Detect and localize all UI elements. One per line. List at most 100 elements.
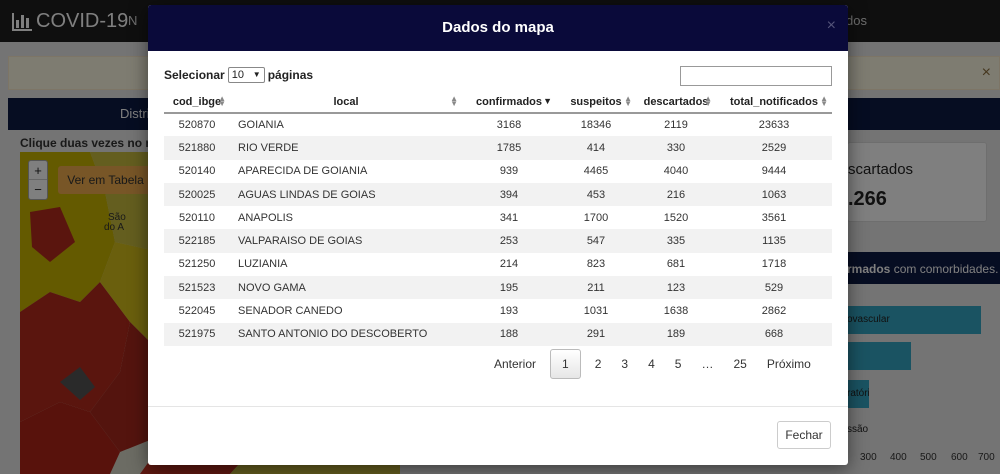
cell-total-notificados: 9444 — [761, 165, 787, 178]
cell-local: LUZIANIA — [238, 258, 288, 271]
cell-cod-ibge: 520140 — [178, 165, 216, 178]
table-row[interactable]: 521250 LUZIANIA 214 823 681 1718 — [164, 252, 832, 277]
fechar-button[interactable]: Fechar — [777, 421, 831, 449]
pagination-page[interactable]: 5 — [674, 357, 682, 371]
sort-icon: ▲ ▼ — [450, 94, 458, 108]
modal-title: Dados do mapa — [442, 19, 554, 36]
cell-suspeitos: 4465 — [583, 165, 609, 178]
pagination-page[interactable]: 25 — [733, 357, 747, 371]
table-row[interactable]: 520110 ANAPOLIS 341 1700 1520 3561 — [164, 206, 832, 230]
cell-total-notificados: 1063 — [761, 188, 787, 201]
cell-total-notificados: 2529 — [761, 141, 787, 154]
cell-local: APARECIDA DE GOIANIA — [238, 165, 368, 178]
column-header-cod-ibge[interactable]: cod_ibge ▲ ▼ — [164, 91, 230, 114]
page-length-value: 10 — [231, 69, 244, 81]
pagination-page[interactable]: 4 — [648, 357, 655, 371]
pagination-previous[interactable]: Anterior — [494, 357, 537, 371]
cell-descartados: 330 — [666, 141, 686, 154]
cell-confirmados: 1785 — [496, 141, 522, 154]
sort-desc-icon: ▼ — [543, 96, 552, 106]
table-row[interactable]: 520025 AGUAS LINDAS DE GOIAS 394 453 216 1063 — [164, 182, 832, 207]
cell-descartados: 335 — [666, 235, 686, 248]
cell-cod-ibge: 521880 — [178, 141, 216, 154]
cell-total-notificados: 23633 — [758, 119, 790, 132]
pagination-next[interactable]: Próximo — [766, 357, 811, 371]
cell-suspeitos: 547 — [586, 235, 606, 248]
table-row[interactable]: 521975 SANTO ANTONIO DO DESCOBERTO 188 291 1… — [164, 322, 832, 346]
table-row[interactable]: 522185 VALPARAISO DE GOIAS 253 547 335 1135 — [164, 229, 832, 253]
table-row[interactable]: 522045 SENADOR CANEDO 193 1031 1638 2862 — [164, 299, 832, 323]
cell-confirmados: 195 — [499, 281, 519, 294]
cell-suspeitos: 291 — [586, 328, 606, 341]
cell-total-notificados: 1718 — [761, 258, 787, 271]
cell-local: GOIANIA — [238, 119, 284, 132]
pagination-page[interactable]: 2 — [594, 357, 602, 371]
sort-icon: ▲ ▼ — [624, 94, 632, 108]
cell-confirmados: 214 — [499, 258, 519, 271]
cell-cod-ibge: 520110 — [179, 211, 215, 224]
map-data-modal: Dados do mapa × Selecionar 10 ▼ páginas … — [148, 5, 848, 465]
cell-suspeitos: 1031 — [583, 305, 609, 318]
page-length-select[interactable]: 10 ▼ — [227, 67, 265, 83]
cell-total-notificados: 3561 — [761, 211, 787, 224]
table-row[interactable]: 520140 APARECIDA DE GOIANIA 939 4465 4040 944… — [164, 159, 832, 183]
cell-descartados: 189 — [666, 328, 686, 341]
cell-descartados: 2119 — [664, 119, 688, 132]
chevron-down-icon: ▼ — [252, 70, 261, 79]
cell-local: SANTO ANTONIO DO DESCOBERTO — [238, 328, 428, 341]
cell-suspeitos: 453 — [586, 188, 606, 201]
cell-cod-ibge: 521975 — [178, 328, 216, 341]
close-icon[interactable]: × — [826, 17, 836, 34]
length-suffix-label: páginas — [267, 68, 314, 82]
cell-confirmados: 341 — [499, 211, 519, 224]
cell-suspeitos: 211 — [587, 281, 605, 294]
cell-confirmados: 193 — [499, 305, 519, 318]
cell-total-notificados: 529 — [764, 281, 784, 294]
cell-cod-ibge: 522045 — [178, 305, 216, 318]
sort-icon: ▲ ▼ — [820, 94, 828, 108]
cell-cod-ibge: 521250 — [178, 258, 216, 271]
cell-cod-ibge: 520025 — [178, 188, 216, 201]
cell-descartados: 1520 — [663, 211, 689, 224]
cell-local: NOVO GAMA — [238, 281, 306, 294]
cell-descartados: 123 — [666, 281, 686, 294]
table-row[interactable]: 521523 NOVO GAMA 195 211 123 529 — [164, 276, 832, 300]
page-length-control: Selecionar 10 ▼ páginas — [164, 67, 313, 83]
pagination-page-current[interactable]: 1 — [550, 349, 581, 379]
table-row[interactable]: 520870 GOIANIA 3168 18346 2119 23633 — [164, 113, 832, 137]
cell-confirmados: 188 — [499, 328, 519, 341]
cell-confirmados: 939 — [499, 165, 519, 178]
modal-footer-divider — [148, 406, 848, 407]
cell-total-notificados: 1135 — [762, 235, 786, 248]
cell-confirmados: 394 — [499, 188, 519, 201]
cell-total-notificados: 2862 — [761, 305, 787, 318]
cell-total-notificados: 668 — [764, 328, 784, 341]
cell-local: AGUAS LINDAS DE GOIAS — [238, 188, 376, 201]
pagination-ellipsis: … — [701, 357, 714, 371]
cell-confirmados: 3168 — [496, 119, 522, 132]
cell-local: VALPARAISO DE GOIAS — [238, 235, 363, 248]
column-header-local[interactable]: local ▲ ▼ — [230, 91, 462, 114]
cell-descartados: 681 — [666, 258, 686, 271]
cell-descartados: 4040 — [663, 165, 689, 178]
pagination-page[interactable]: 3 — [621, 357, 629, 371]
column-header-total-notificados[interactable]: total_notificados ▲ ▼ — [716, 91, 832, 114]
cell-cod-ibge: 520870 — [178, 119, 216, 132]
column-header-descartados[interactable]: descartados ▲ ▼ — [636, 91, 716, 114]
cell-suspeitos: 1700 — [583, 211, 609, 224]
cell-suspeitos: 823 — [586, 258, 606, 271]
column-header-confirmados[interactable]: confirmados ▼ — [462, 91, 556, 114]
table-row[interactable]: 521880 RIO VERDE 1785 414 330 2529 — [164, 136, 832, 160]
length-prefix-label: Selecionar — [164, 68, 225, 82]
cell-local: ANAPOLIS — [238, 211, 294, 224]
column-header-suspeitos[interactable]: suspeitos ▲ ▼ — [556, 91, 636, 114]
cell-cod-ibge: 521523 — [178, 281, 216, 294]
data-table: cod_ibge ▲ ▼ local ▲ ▼ confirmados ▼ suspeito… — [164, 91, 832, 346]
search-input[interactable] — [680, 66, 832, 86]
sort-icon: ▲ ▼ — [704, 94, 712, 108]
table-header-row: cod_ibge ▲ ▼ local ▲ ▼ confirmados ▼ suspeito… — [164, 91, 832, 114]
cell-cod-ibge: 522185 — [178, 235, 216, 248]
modal-header: Dados do mapa × — [148, 5, 848, 51]
cell-suspeitos: 414 — [586, 141, 606, 154]
sort-icon: ▲ ▼ — [218, 94, 226, 108]
